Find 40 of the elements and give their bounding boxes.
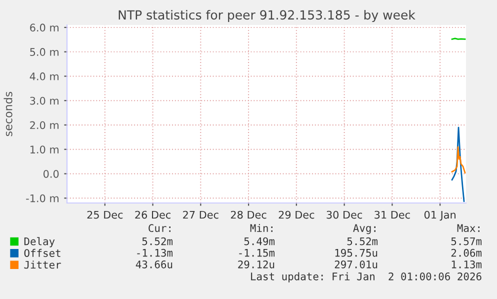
- text: 5.52m: [142, 237, 173, 246]
- text: 43.66u: [136, 260, 172, 268]
- text: Cur:: [148, 224, 170, 232]
- y-tick-label: 1.0 m: [30, 146, 58, 154]
- x-tick-label: 29 Dec: [278, 210, 314, 219]
- text: Avg:: [353, 224, 376, 234]
- text: Min:: [250, 224, 272, 232]
- text: 1.13m: [452, 260, 482, 268]
- x-tick-label: 30 Dec: [326, 210, 362, 219]
- y-axis-title: seconds: [4, 92, 12, 136]
- x-tick-label: 31 Dec: [374, 210, 410, 219]
- x-tick-label: 26 Dec: [135, 210, 170, 219]
- legend-label: Jitter: [24, 260, 61, 269]
- text: 5.52m: [347, 237, 378, 246]
- text: 5.49m: [244, 237, 275, 246]
- text: -1.15m: [239, 249, 275, 257]
- x-tick-label: 27 Dec: [183, 210, 218, 219]
- text: 29.12u: [238, 260, 274, 268]
- chart-title: NTP statistics for peer 91.92.153.185 - by week: [118, 10, 416, 22]
- x-tick-label: 28 Dec: [230, 210, 266, 219]
- y-tick-label: 2.0 m: [30, 121, 58, 130]
- text: 2.06m: [451, 248, 482, 257]
- y-tick-label: 4.0 m: [30, 72, 58, 80]
- line-series: [451, 146, 466, 174]
- text: Last update: Fri Jan 2 01:00:06 2026: [251, 272, 482, 282]
- y-tick-label: -1.0 m: [26, 194, 58, 202]
- x-tick-label: 25 Dec: [87, 210, 123, 219]
- y-tick-label: 6.0 m: [30, 24, 58, 32]
- y-tick-label: 3.0 m: [30, 96, 58, 105]
- legend-label: Offset: [24, 248, 60, 257]
- legend-label: Delay: [24, 237, 55, 248]
- y-tick-label: 5.0 m: [30, 48, 58, 56]
- text: 5.57m: [451, 237, 482, 246]
- x-tick-label: 01 Jan: [424, 210, 456, 221]
- text: 297.01u: [334, 260, 378, 268]
- line-series: [451, 126, 465, 202]
- text: Max:: [457, 224, 480, 232]
- text: 195.75u: [335, 248, 378, 257]
- text: -1.13m: [137, 248, 173, 257]
- y-tick-label: 0.0: [43, 170, 59, 178]
